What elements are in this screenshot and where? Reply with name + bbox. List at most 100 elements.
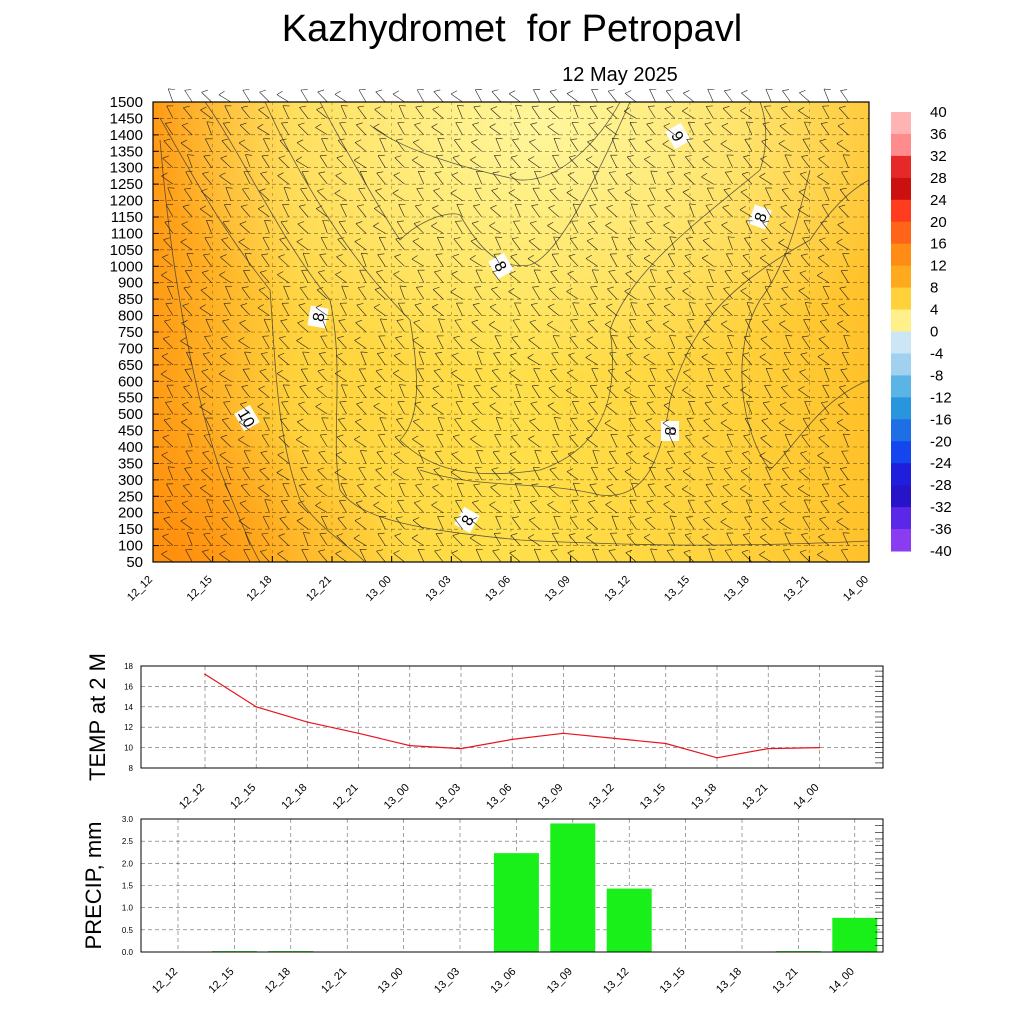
wind-barb (801, 434, 811, 448)
temp-x-tick-label: 14_00 (791, 782, 821, 812)
wind-barb (532, 467, 540, 481)
contour-label: 8 (661, 421, 680, 441)
wind-barb (685, 434, 695, 448)
wind-barb (720, 518, 733, 530)
wind-barb (573, 104, 581, 119)
wind-barb-flag (607, 188, 615, 191)
wind-barb-flag (568, 533, 576, 536)
wind-barb-staff (721, 224, 733, 234)
wind-barb (335, 550, 347, 563)
wind-barb-staff (353, 160, 367, 168)
wind-barb-staff (243, 549, 251, 563)
heatmap-x-tick-label: 13_09 (543, 574, 573, 604)
wind-barb-staff (412, 339, 425, 349)
wind-barb-flag (354, 517, 362, 521)
wind-barb (221, 237, 232, 251)
wind-barb-staff (705, 303, 714, 316)
wind-barb-staff (492, 271, 502, 283)
wind-barb-staff (297, 322, 309, 333)
wind-barb (804, 400, 812, 415)
wind-barb-staff (337, 518, 347, 530)
wind-barb-flag (528, 237, 536, 242)
wind-barb (202, 352, 212, 366)
wind-barb-staff (509, 372, 521, 382)
wind-barb (379, 516, 387, 530)
wind-barb-staff (393, 454, 405, 464)
wind-barb (687, 499, 695, 513)
wind-barb (837, 402, 849, 415)
wind-barb-staff (785, 335, 791, 349)
wind-barb-flag (624, 468, 632, 472)
wind-barb-flag (167, 187, 175, 189)
wind-barb-staff (489, 405, 502, 415)
wind-barb-staff (664, 306, 675, 316)
wind-barb-flag (528, 435, 535, 440)
wind-barb-flag (818, 254, 825, 258)
wind-barb (761, 418, 772, 431)
wind-barb-flag (724, 467, 731, 470)
wind-barb-staff (393, 553, 405, 563)
wind-barb (590, 187, 598, 201)
wind-barb (262, 516, 270, 530)
wind-barb-staff (587, 321, 598, 333)
wind-barb-staff (320, 336, 328, 349)
wind-barb-staff (782, 90, 791, 103)
wind-barb (664, 385, 676, 398)
wind-barb (469, 534, 482, 546)
wind-barb-staff (392, 93, 405, 103)
wind-barb-flag (822, 105, 830, 107)
wind-barb (604, 419, 618, 431)
wind-barb-staff (218, 94, 232, 103)
wind-barb-staff (221, 419, 232, 431)
wind-barb (708, 269, 716, 283)
wind-barb-staff (319, 533, 328, 546)
temp-data-point (818, 746, 821, 749)
wind-barb (277, 550, 289, 563)
wind-barb-staff (746, 121, 753, 136)
wind-barb-staff (586, 240, 598, 251)
wind-barb-staff (817, 257, 830, 267)
temp-x-tick-label: 13_18 (689, 782, 719, 812)
wind-barb (434, 171, 444, 185)
wind-barb (163, 418, 174, 431)
colorbar-bin (891, 331, 911, 354)
wind-barb-flag (339, 499, 346, 502)
wind-barb-staff (548, 207, 560, 218)
wind-barb-flag (338, 138, 345, 141)
wind-barb-staff (202, 452, 212, 464)
wind-barb (783, 352, 791, 366)
wind-barb (164, 319, 174, 333)
wind-barb-staff (759, 455, 772, 464)
wind-barb-staff (165, 303, 174, 316)
wind-barb (316, 205, 328, 218)
wind-barb-staff (572, 203, 579, 218)
wind-barb-flag (798, 107, 805, 111)
wind-barb-staff (238, 142, 251, 152)
wind-barb-flag (167, 466, 175, 468)
wind-barb-flag (549, 89, 557, 92)
wind-barb (763, 483, 772, 497)
wind-barb (643, 353, 656, 366)
wind-barb-staff (648, 187, 656, 201)
wind-barb-flag (360, 351, 368, 353)
wind-barb-staff (373, 505, 386, 513)
wind-barb (412, 336, 425, 349)
wind-barb-staff (817, 554, 830, 563)
wind-barb (643, 254, 656, 267)
wind-barb-flag (823, 286, 830, 287)
wind-barb-flag (225, 187, 233, 189)
wind-barb-staff (743, 336, 753, 349)
wind-barb (569, 434, 579, 448)
wind-barb-staff (531, 205, 540, 218)
wind-barb-staff (378, 434, 386, 448)
wind-barb (510, 253, 521, 267)
wind-barb (453, 516, 463, 530)
wind-barb-flag (627, 335, 635, 338)
wind-barb-flag (281, 401, 289, 403)
wind-barb-staff (567, 552, 579, 563)
wind-barb-flag (436, 335, 444, 337)
wind-barb (261, 532, 270, 546)
wind-barb (798, 107, 811, 119)
wind-barb-staff (739, 209, 753, 218)
wind-barb (450, 369, 463, 382)
